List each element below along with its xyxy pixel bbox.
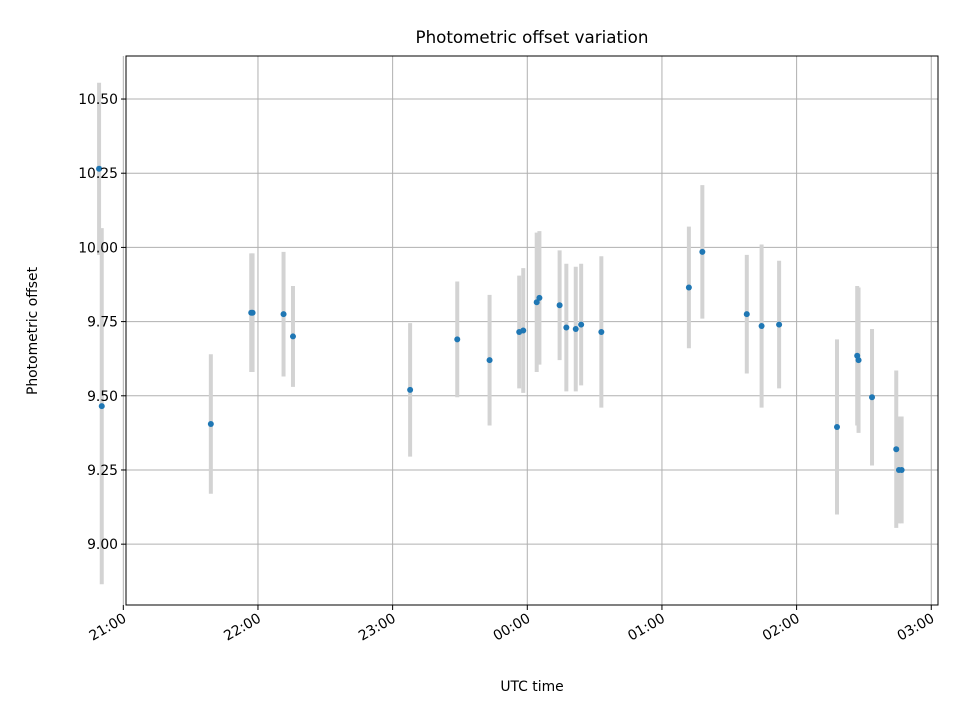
y-tick-label: 9.25 bbox=[87, 463, 118, 479]
data-points bbox=[96, 165, 905, 473]
data-point bbox=[578, 321, 585, 328]
data-point bbox=[834, 423, 841, 430]
y-tick-label: 9.50 bbox=[87, 389, 118, 405]
y-tick-label: 10.50 bbox=[78, 92, 118, 108]
grid bbox=[122, 56, 938, 605]
data-point bbox=[249, 309, 256, 316]
data-point bbox=[598, 328, 605, 335]
data-point bbox=[869, 394, 876, 401]
data-point bbox=[556, 302, 563, 309]
data-point bbox=[207, 420, 214, 427]
data-point bbox=[454, 336, 461, 343]
data-point bbox=[520, 327, 527, 334]
data-point bbox=[98, 403, 105, 410]
data-point bbox=[407, 386, 414, 393]
y-tick-label: 9.00 bbox=[87, 537, 118, 553]
data-point bbox=[699, 248, 706, 255]
data-point bbox=[855, 357, 862, 364]
data-point bbox=[536, 294, 543, 301]
data-point bbox=[758, 323, 765, 330]
data-point bbox=[893, 446, 900, 453]
data-point bbox=[743, 311, 750, 318]
data-point bbox=[280, 311, 287, 318]
data-point bbox=[533, 299, 540, 306]
plot-frame bbox=[125, 55, 939, 606]
data-point bbox=[96, 165, 103, 172]
data-point bbox=[289, 333, 296, 340]
y-axis-label: Photometric offset bbox=[25, 266, 41, 395]
data-point bbox=[572, 326, 579, 333]
data-point bbox=[486, 357, 493, 364]
x-axis-label: UTC time bbox=[500, 679, 563, 695]
y-tick-label: 10.00 bbox=[78, 240, 118, 256]
chart-title: Photometric offset variation bbox=[416, 27, 649, 47]
data-point bbox=[685, 284, 692, 291]
y-tick-label: 9.75 bbox=[87, 315, 118, 331]
data-point bbox=[776, 321, 783, 328]
y-tick-label: 10.25 bbox=[78, 166, 118, 182]
data-point bbox=[898, 466, 905, 473]
data-point bbox=[563, 324, 570, 331]
